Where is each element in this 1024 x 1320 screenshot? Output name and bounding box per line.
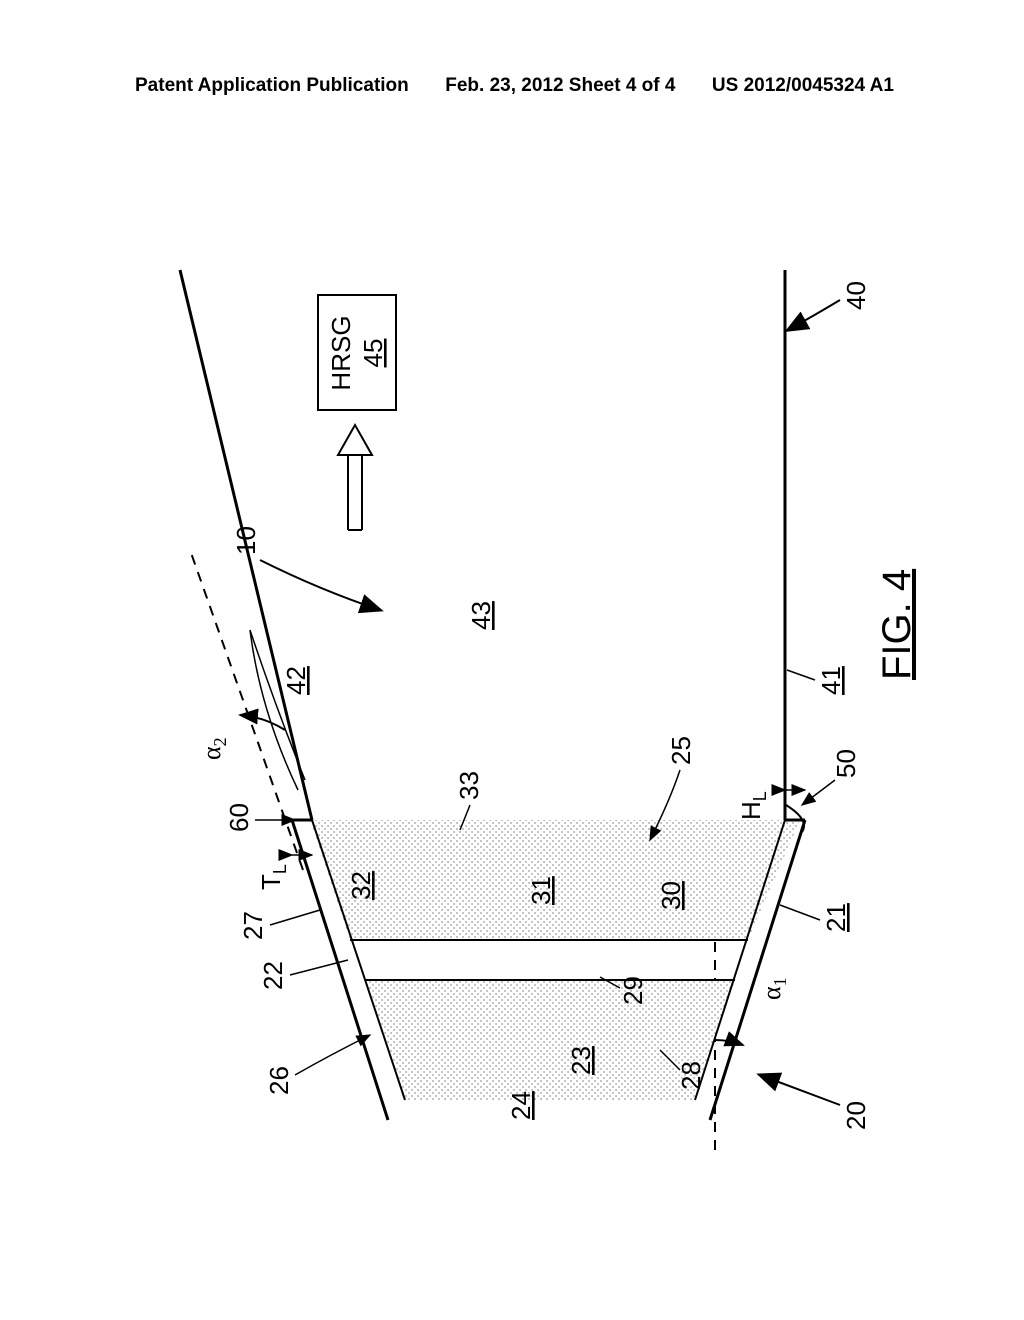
ref-31: 31 (526, 876, 556, 905)
ref-26: 26 (264, 1066, 294, 1095)
header-center: Feb. 23, 2012 Sheet 4 of 4 (445, 75, 675, 97)
alpha2-label: α2 (197, 737, 230, 760)
ref-60: 60 (224, 803, 254, 832)
ref-24: 24 (506, 1091, 536, 1120)
hrsg-num: 45 (358, 339, 388, 368)
svg-text:HL: HL (736, 791, 770, 820)
ref-21: 21 (821, 903, 851, 932)
ref-40: 40 (841, 281, 871, 310)
ref-41: 41 (816, 666, 846, 695)
ref-27: 27 (238, 911, 268, 940)
figure-caption: FIG. 4 (875, 569, 919, 680)
flow-arrow (338, 425, 372, 530)
ref-25: 25 (666, 736, 696, 765)
hrsg-label: HRSG (326, 315, 356, 390)
ref-28: 28 (676, 1061, 706, 1090)
alpha1-label: α1 (757, 977, 790, 1000)
svg-text:TL: TL (256, 864, 290, 890)
ref-29: 29 (618, 976, 648, 1005)
ref-43: 43 (466, 601, 496, 630)
ref-42: 42 (281, 666, 311, 695)
ref-50: 50 (831, 749, 861, 778)
ref-20: 20 (841, 1101, 871, 1130)
ref-32: 32 (346, 871, 376, 900)
ref-23: 23 (566, 1046, 596, 1075)
header-left: Patent Application Publication (135, 75, 409, 97)
header-right: US 2012/0045324 A1 (712, 75, 894, 97)
ref-30: 30 (656, 881, 686, 910)
ref-22: 22 (258, 961, 288, 990)
ref-10: 10 (231, 526, 261, 555)
ref-33: 33 (454, 771, 484, 800)
page-header: Patent Application Publication Feb. 23, … (0, 75, 1024, 97)
figure-4: HRSG 45 α1 α2 TL HL 10 20 21 22 (60, 170, 960, 1250)
hl-dimension: HL (736, 790, 805, 820)
